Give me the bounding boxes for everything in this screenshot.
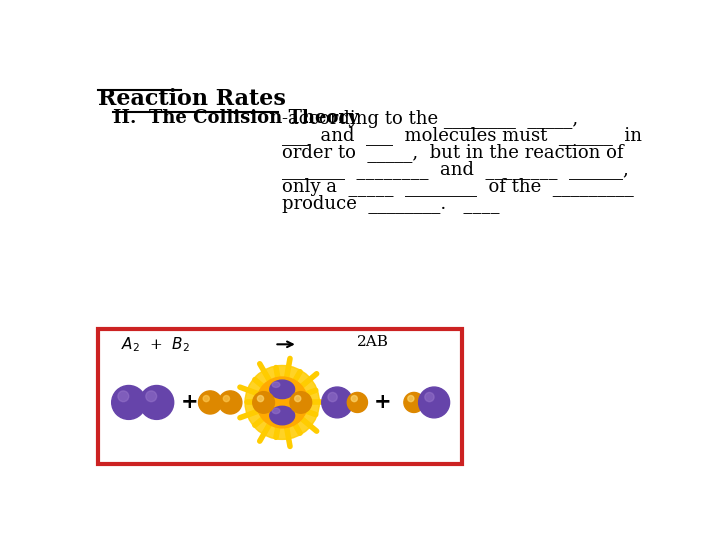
Ellipse shape	[272, 408, 280, 414]
FancyBboxPatch shape	[98, 329, 462, 464]
Circle shape	[118, 391, 129, 402]
Ellipse shape	[270, 406, 294, 425]
Circle shape	[425, 393, 434, 402]
Circle shape	[253, 392, 274, 413]
Circle shape	[203, 395, 210, 402]
Text: ___  and  ___  molecules must  ______  in: ___ and ___ molecules must ______ in	[282, 126, 642, 145]
Circle shape	[328, 393, 337, 402]
Circle shape	[258, 395, 264, 402]
Text: 2AB: 2AB	[357, 335, 390, 349]
Circle shape	[256, 377, 307, 428]
Circle shape	[347, 393, 367, 413]
Ellipse shape	[270, 380, 294, 399]
Circle shape	[223, 395, 230, 402]
Text: $\mathit{A}_2$  +  $\mathit{B}_2$: $\mathit{A}_2$ + $\mathit{B}_2$	[121, 335, 190, 354]
Circle shape	[404, 393, 424, 413]
Circle shape	[219, 391, 242, 414]
Text: II.  The Collision Theory: II. The Collision Theory	[113, 110, 359, 127]
Circle shape	[294, 395, 301, 402]
Text: only a  _____  ________  of the  _________: only a _____ ________ of the _________	[282, 177, 634, 196]
Text: Reaction Rates: Reaction Rates	[98, 88, 286, 110]
Circle shape	[351, 395, 357, 402]
Text: produce  ________.   ____: produce ________. ____	[282, 194, 500, 213]
Ellipse shape	[272, 382, 280, 387]
Circle shape	[245, 366, 320, 440]
Circle shape	[408, 395, 414, 402]
Text: -according to the ________  _____,: -according to the ________ _____,	[282, 110, 578, 129]
Circle shape	[112, 386, 145, 420]
Circle shape	[145, 391, 157, 402]
Circle shape	[322, 387, 353, 418]
Circle shape	[140, 386, 174, 420]
Text: order to  _____,  but in the reaction of: order to _____, but in the reaction of	[282, 143, 624, 163]
Text: +: +	[374, 393, 392, 413]
Circle shape	[418, 387, 449, 418]
Circle shape	[290, 392, 312, 413]
Text: _______  ________  and  ________  ______,: _______ ________ and ________ ______,	[282, 160, 629, 179]
Text: +: +	[181, 393, 198, 413]
Circle shape	[199, 391, 222, 414]
